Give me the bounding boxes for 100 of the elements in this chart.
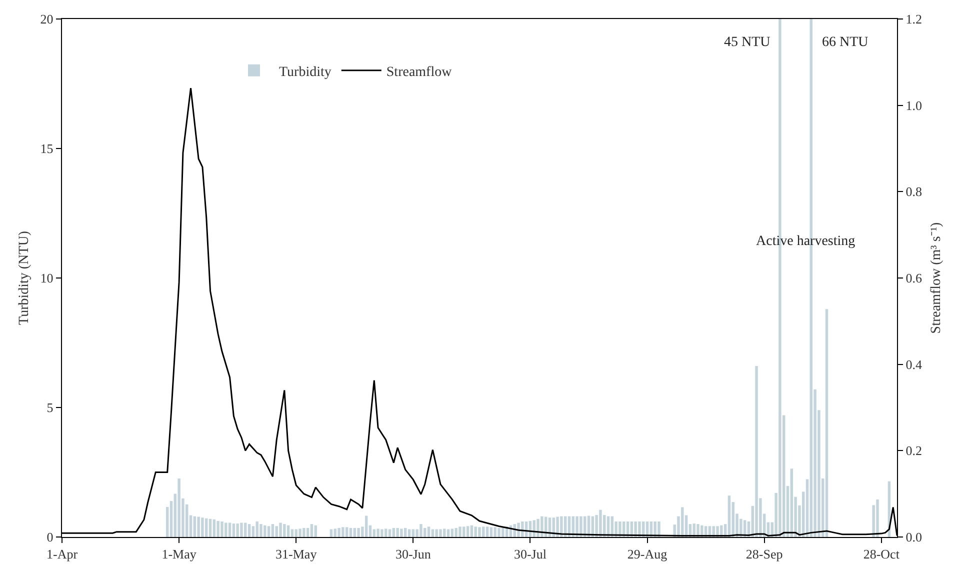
- y-tick-label: 15: [40, 141, 54, 156]
- bar: [482, 526, 485, 537]
- bar: [220, 521, 224, 537]
- y2-tick-label: 0.4: [906, 356, 922, 372]
- bar: [267, 526, 270, 537]
- bar: [478, 527, 481, 537]
- bar: [486, 526, 489, 537]
- bar: [384, 528, 388, 537]
- bar: [494, 527, 496, 537]
- bar: [576, 516, 578, 537]
- bar: [580, 516, 582, 537]
- bar: [654, 521, 656, 537]
- bar: [342, 527, 344, 537]
- bar: [466, 526, 470, 537]
- bar: [446, 529, 450, 537]
- bar: [205, 518, 208, 537]
- bar: [388, 529, 392, 537]
- bar: [392, 528, 396, 537]
- bar: [306, 528, 310, 537]
- annotation: 66 NTU: [822, 35, 868, 50]
- bar: [556, 516, 559, 537]
- bar: [302, 528, 306, 537]
- bar: [376, 528, 380, 537]
- bar: [470, 525, 474, 537]
- bar: [286, 525, 290, 537]
- bar: [634, 521, 637, 537]
- bar: [208, 518, 212, 537]
- bar: [420, 524, 422, 537]
- y2-tick-label: 0.2: [906, 443, 922, 458]
- bar: [248, 524, 251, 537]
- bar: [536, 518, 540, 537]
- x-tick-label: 28-Sep: [746, 546, 783, 562]
- bar: [349, 528, 352, 537]
- bar: [236, 524, 239, 537]
- bar: [364, 516, 368, 537]
- bar: [638, 521, 641, 537]
- x-tick-label: 30-Jul: [514, 546, 547, 562]
- bar: [474, 526, 477, 537]
- x-tick-label: 30-Jun: [395, 546, 432, 562]
- bar: [681, 507, 684, 537]
- bar: [338, 528, 340, 537]
- y2-tick-label: 1.0: [906, 98, 922, 113]
- bar: [216, 520, 220, 537]
- bar: [330, 529, 333, 537]
- bar: [232, 524, 236, 537]
- bar: [599, 510, 602, 537]
- bar: [264, 525, 266, 537]
- bar: [260, 524, 262, 537]
- bar: [560, 516, 563, 537]
- bar: [521, 521, 524, 537]
- bar: [275, 526, 278, 537]
- bar: [256, 521, 258, 537]
- bar: [244, 522, 247, 537]
- bar: [755, 366, 758, 537]
- bar: [502, 527, 504, 537]
- bar: [283, 524, 286, 537]
- bar: [396, 528, 399, 537]
- bar: [427, 526, 430, 537]
- bar: [294, 529, 298, 537]
- y-axis-title: Turbidity (NTU): [16, 230, 32, 325]
- x-tick-label: 1-May: [162, 546, 197, 562]
- bar: [443, 528, 446, 537]
- bar: [876, 499, 879, 537]
- bar: [271, 524, 274, 537]
- bar: [224, 522, 228, 537]
- bar: [197, 516, 200, 537]
- x-tick-label: 28-Oct: [863, 546, 900, 562]
- y2-tick-label: 0.0: [906, 530, 922, 545]
- legend-label: Streamflow: [386, 64, 453, 80]
- bar: [458, 526, 462, 537]
- bar: [298, 528, 302, 537]
- y-tick-label: 10: [40, 270, 54, 286]
- x-tick-label: 29-Aug: [627, 546, 668, 562]
- bar: [498, 528, 500, 537]
- bar: [345, 527, 348, 537]
- bar: [658, 521, 660, 537]
- annotation: Active harvesting: [756, 234, 856, 249]
- bar: [400, 528, 403, 537]
- y2-tick-label: 0.8: [906, 184, 922, 200]
- bar: [314, 525, 317, 537]
- bar: [825, 309, 828, 537]
- bar: [201, 518, 204, 537]
- bar: [404, 528, 407, 537]
- y2-tick-label: 1.2: [906, 12, 922, 27]
- bar: [462, 526, 466, 537]
- bar: [618, 521, 622, 537]
- bar: [372, 529, 376, 537]
- x-tick-label: 31-May: [276, 546, 318, 562]
- bar: [279, 522, 282, 537]
- y-tick-label: 0: [46, 530, 54, 545]
- annotation: 45 NTU: [724, 35, 770, 50]
- bar: [334, 528, 336, 537]
- bar: [178, 478, 180, 537]
- bar: [454, 528, 458, 537]
- bar: [424, 528, 426, 537]
- bar: [450, 528, 454, 537]
- bar: [228, 522, 232, 537]
- bar: [408, 529, 411, 537]
- bar: [439, 529, 442, 537]
- bar: [240, 522, 243, 537]
